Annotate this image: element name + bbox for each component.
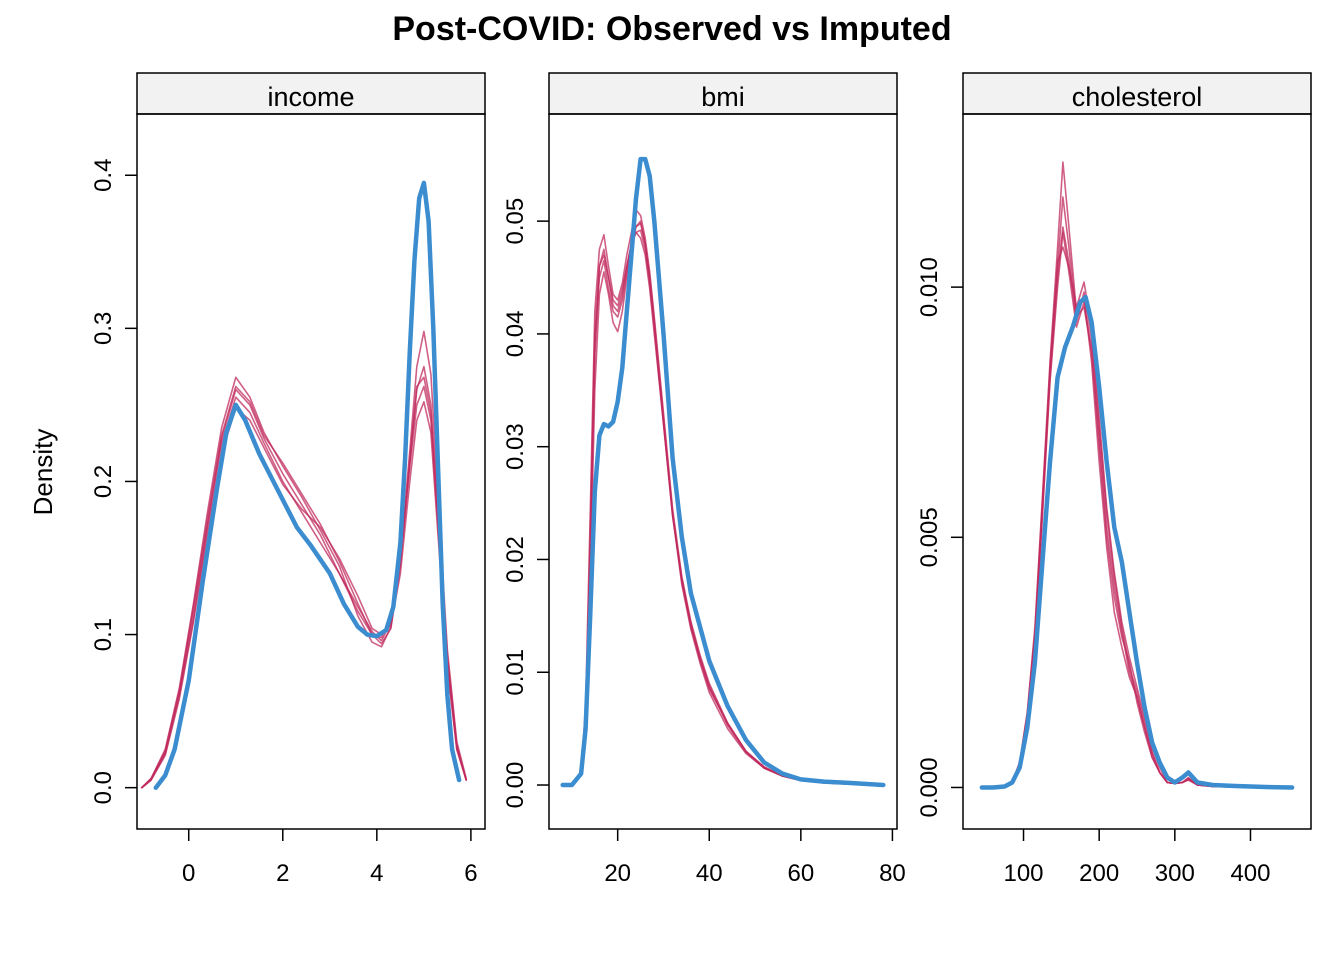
x-tick-label: 2	[276, 860, 289, 887]
panel-frame	[136, 113, 486, 830]
x-tick-label: 100	[1003, 860, 1043, 887]
x-tick-label: 20	[604, 860, 631, 887]
x-tick-label: 80	[879, 860, 906, 887]
y-tick-label: 0.01	[502, 649, 529, 696]
y-tick-label: 0.04	[502, 311, 529, 358]
imputed-density-line-income-5	[140, 376, 468, 789]
panel-strip-label: cholesterol	[1072, 82, 1203, 112]
panel-strip	[136, 72, 486, 115]
observed-density-line-cholesterol-0	[979, 294, 1295, 790]
y-tick-label: 0.010	[916, 257, 943, 317]
y-tick-label: 0.02	[502, 536, 529, 583]
imputed-density-line-income-1	[140, 385, 468, 789]
imputed-density-line-income-4	[140, 400, 468, 789]
chart-title: Post-COVID: Observed vs Imputed	[392, 10, 952, 48]
x-tick-label: 200	[1079, 860, 1119, 887]
y-tick-label: 0.1	[90, 618, 117, 651]
x-tick-label: 6	[464, 860, 477, 887]
y-tick-label: 0.3	[90, 312, 117, 345]
y-tick-label: 0.00	[502, 762, 529, 809]
imputed-density-line-income-3	[140, 365, 468, 789]
x-tick-label: 400	[1230, 860, 1270, 887]
y-tick-label: 0.005	[916, 507, 943, 567]
panel-strip-label: income	[267, 82, 354, 112]
y-tick-label: 0.05	[502, 198, 529, 245]
y-tick-label: 0.03	[502, 423, 529, 470]
panel-bmi: bmi 20 40 60 80 0.00 0.01 0.02 0.03 0.04 0.05	[502, 72, 906, 887]
x-tick-label: 60	[787, 860, 814, 887]
x-tick-label: 0	[182, 860, 195, 887]
imputed-density-line-income-2	[140, 330, 468, 789]
panel-cholesterol: cholesterol 100 200 300 400 0.000 0.005 0.010	[916, 72, 1312, 887]
x-tick-label: 4	[370, 860, 383, 887]
y-tick-label: 0.2	[90, 465, 117, 498]
imputed-density-line-bmi-4	[561, 229, 885, 786]
y-tick-label: 0.0	[90, 771, 117, 804]
panel-strip-label: bmi	[701, 82, 745, 112]
observed-density-line-income-0	[153, 180, 462, 790]
y-tick-label: 0.4	[90, 159, 117, 192]
observed-density-line-bmi-0	[560, 156, 886, 788]
panel-frame	[962, 113, 1312, 830]
panel-strip	[962, 72, 1312, 115]
x-tick-label: 40	[696, 860, 723, 887]
panel-frame	[548, 113, 898, 830]
imputed-density-line-bmi-3	[561, 222, 885, 786]
y-tick-label: 0.000	[916, 757, 943, 817]
x-tick-label: 300	[1155, 860, 1195, 887]
imputed-density-line-bmi-5	[561, 220, 885, 786]
imputed-density-line-bmi-1	[561, 231, 885, 786]
panel-income: income 0 2 4 6 0.0 0.1 0.2 0.3 0.4	[90, 72, 486, 887]
